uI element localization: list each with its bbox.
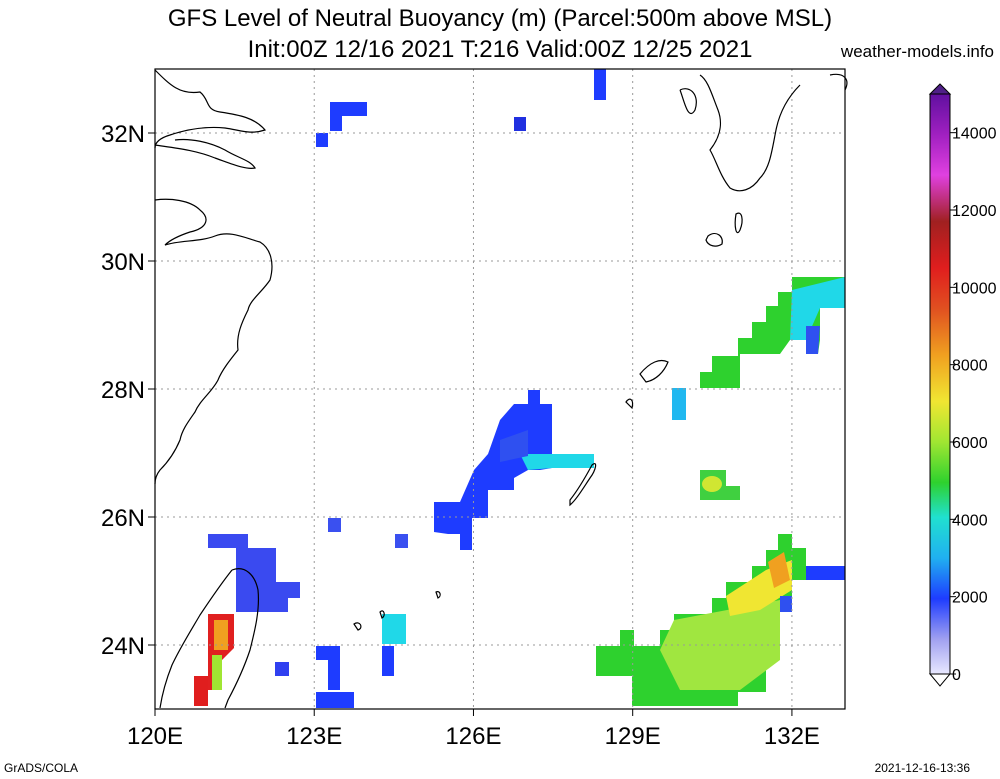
colorbar-label: 6000 <box>952 435 988 452</box>
title-line-2: Init:00Z 12/16 2021 T:216 Valid:00Z 12/2… <box>247 36 753 63</box>
buoyancy-shading <box>194 69 845 708</box>
shade-cell <box>672 388 686 420</box>
colorbar-label: 10000 <box>952 280 997 297</box>
shade-cell <box>275 662 289 676</box>
credit-label: weather-models.info <box>840 42 994 61</box>
shade-cell <box>330 102 342 131</box>
shade-cell <box>328 518 341 532</box>
shade-cell <box>594 69 606 100</box>
lat-tick-label: 30N <box>101 249 145 276</box>
colorbar: 14000 12000 10000 8000 6000 4000 2000 0 <box>928 83 997 687</box>
shade-taiwan-lime <box>212 655 222 690</box>
coast-kyushu <box>679 74 801 192</box>
shade-cell <box>328 660 340 690</box>
footer-timestamp: 2021-12-16-13:36 <box>874 761 970 775</box>
coast-korea <box>829 73 848 91</box>
shade-cell <box>316 692 354 708</box>
lat-tick-label: 26N <box>101 505 145 532</box>
coast-island-2 <box>734 212 743 234</box>
shade-ne-cyan <box>790 277 845 340</box>
shade-cell <box>194 676 208 706</box>
shade-cell <box>316 133 328 147</box>
lat-tick-label: 32N <box>101 121 145 148</box>
coastlines <box>154 69 848 709</box>
shade-cell <box>382 646 394 676</box>
axes: 120E 123E 126E 129E 132E 32N 30N 28N 26N 24N <box>101 121 820 750</box>
colorbar-top-arrow <box>928 83 952 95</box>
colorbar-body <box>929 93 951 675</box>
shade-band <box>434 390 594 550</box>
colorbar-label: 0 <box>952 667 961 684</box>
shade-se-orange <box>768 552 790 588</box>
title-line-1: GFS Level of Neutral Buoyancy (m) (Parce… <box>167 5 833 32</box>
coast-amami <box>639 359 669 383</box>
shade-ne-blue <box>806 326 820 354</box>
lon-tick-label: 132E <box>764 723 820 750</box>
shade-cell <box>382 614 406 644</box>
shade-band-mid <box>500 430 528 462</box>
shade-se-blue <box>806 566 845 580</box>
lat-tick-label: 24N <box>101 633 145 660</box>
lon-tick-label: 120E <box>127 723 183 750</box>
colorbar-label: 2000 <box>952 590 988 607</box>
lon-tick-label: 126E <box>445 723 501 750</box>
coast-china <box>154 69 267 149</box>
shade-taiwan-blue <box>208 534 300 612</box>
coast-okinawa <box>569 463 597 507</box>
shade-cell <box>316 646 340 660</box>
coast-island-6 <box>379 610 385 619</box>
coast-island-4 <box>435 591 441 599</box>
shade-cell <box>395 534 408 548</box>
shade-cell <box>780 596 792 612</box>
coast-taiwan <box>159 568 260 709</box>
colorbar-label: 8000 <box>952 358 988 375</box>
coast-island-5 <box>353 622 362 631</box>
shade-taiwan-orange <box>214 620 228 650</box>
lat-tick-label: 28N <box>101 377 145 404</box>
coast-yangtze <box>154 138 256 169</box>
colorbar-label: 14000 <box>952 126 997 143</box>
colorbar-bottom-arrow <box>928 673 952 687</box>
lon-tick-label: 129E <box>605 723 661 750</box>
lon-tick-label: 123E <box>286 723 342 750</box>
shade-cell <box>514 117 526 131</box>
footer-grads: GrADS/COLA <box>4 761 79 775</box>
coast-island-1 <box>705 232 723 247</box>
colorbar-label: 12000 <box>952 203 997 220</box>
shade-band-cyan <box>520 454 594 470</box>
gridlines <box>155 69 845 709</box>
shade-lime-blob <box>702 476 722 492</box>
coast-island-3 <box>625 398 634 410</box>
colorbar-label: 4000 <box>952 512 988 529</box>
coast-hangzhou <box>154 198 273 485</box>
